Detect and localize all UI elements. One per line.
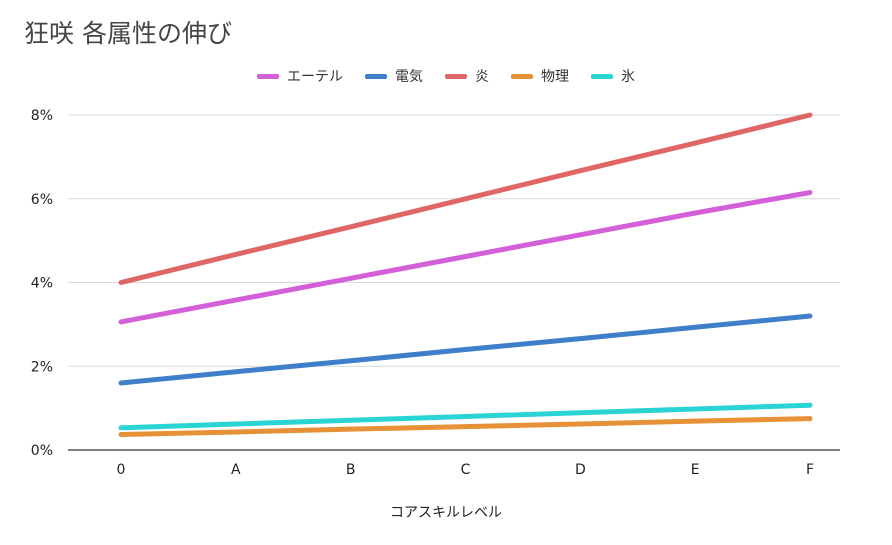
series-line-電気 [118,313,813,386]
legend-label: 物理 [541,69,569,85]
y-axis-ticks: 0% 2% 4% 6% 8% [31,108,53,459]
legend-item[interactable]: 氷 [591,66,635,86]
x-tick-label: D [575,462,586,478]
legend-item[interactable]: 電気 [365,66,423,86]
legend-label: 電気 [395,69,423,85]
legend-item[interactable]: 炎 [445,66,489,86]
chart-title: 狂咲 各属性の伸び [24,19,232,48]
series-line-氷 [118,402,813,431]
legend-label: 氷 [621,69,635,85]
series-lines [118,112,813,437]
x-tick-label: 0 [117,462,126,478]
x-axis-ticks: 0 A B C D E F [117,462,814,478]
legend-label: 炎 [475,69,489,85]
series-line-物理 [118,416,813,437]
legend-label: エーテル [287,69,343,85]
legend-swatch [511,73,533,79]
x-tick-label: E [691,462,700,478]
legend-item[interactable]: 物理 [511,66,569,86]
y-tick-label: 0% [31,443,53,459]
legend: エーテル 電気 炎 物理 氷 [0,66,892,86]
x-tick-label: F [806,462,814,478]
y-tick-label: 4% [31,276,53,292]
series-line-エーテル [118,190,813,325]
legend-swatch [365,73,387,79]
x-axis-label: コアスキルレベル [390,505,502,521]
x-tick-label: A [231,462,241,478]
x-tick-label: B [346,462,356,478]
y-tick-label: 8% [31,108,53,124]
y-tick-label: 6% [31,192,53,208]
series-line-炎 [118,112,813,285]
gridlines [68,114,840,451]
x-tick-label: C [461,462,471,478]
legend-swatch [591,73,613,79]
legend-item[interactable]: エーテル [257,66,343,86]
y-tick-label: 2% [31,359,53,375]
legend-swatch [445,73,467,79]
legend-swatch [257,73,279,79]
